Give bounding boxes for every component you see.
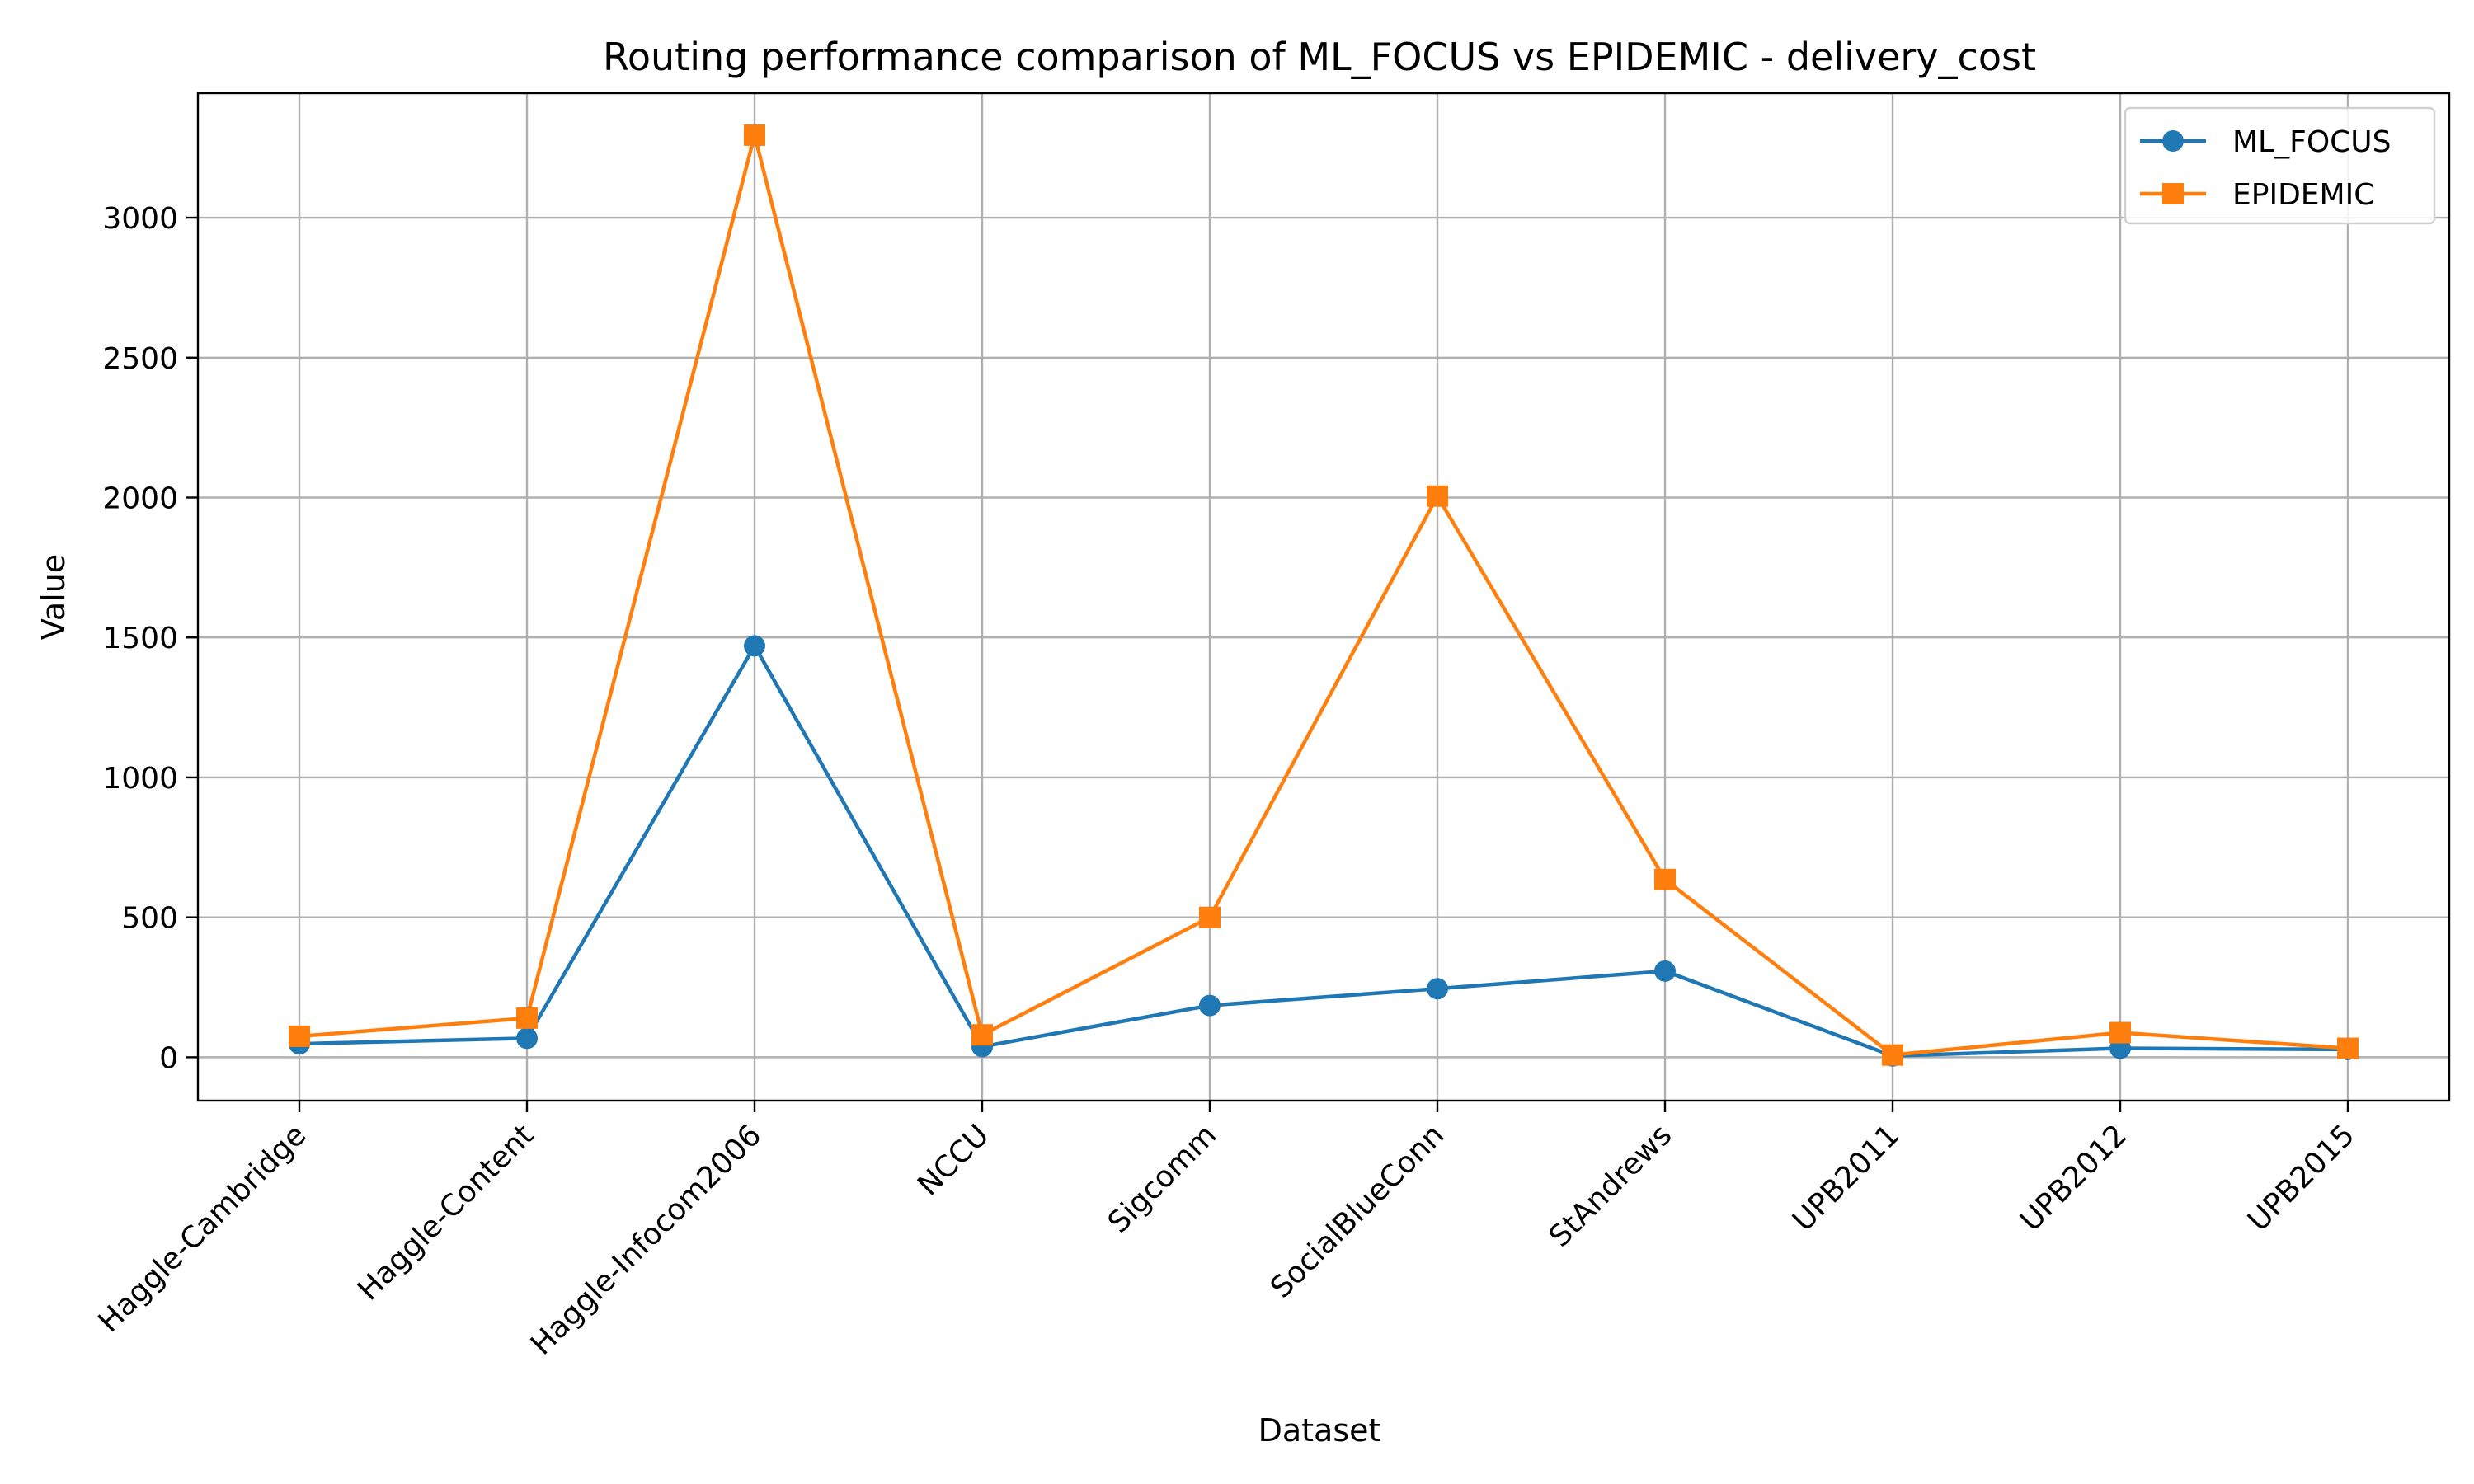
plot-frame [196,92,2451,1102]
data-point [1199,994,1221,1017]
data-point [744,124,765,146]
legend-marker [2162,130,2184,152]
axes [186,92,2451,1112]
plot-series [289,124,2359,1067]
legend: ML_FOCUS EPIDEMIC [2124,106,2436,225]
data-point [1882,1044,1903,1066]
y-tick-label: 1500 [102,622,178,655]
legend-label: ML_FOCUS [2232,125,2392,159]
data-point [2337,1037,2359,1059]
series-line [299,133,2349,1057]
data-point [1427,485,1448,507]
legend-label: EPIDEMIC [2232,178,2374,212]
y-tick-label: 500 [121,902,178,936]
y-tick-label: 0 [159,1041,178,1075]
data-point [1654,960,1676,982]
y-axis-label: Value [35,554,72,640]
legend-entry: ML_FOCUS [2140,125,2392,159]
y-tick-label: 2500 [102,342,178,376]
y-tick-label: 1000 [102,762,178,796]
data-point [971,1024,993,1046]
legend-marker [2162,183,2184,204]
y-tick-label: 3000 [102,202,178,236]
data-point [516,1007,538,1029]
y-tick-label: 2000 [102,481,178,515]
data-point [744,635,765,657]
data-point [2109,1021,2131,1044]
series-EPIDEMIC [289,124,2359,1066]
data-point [1427,978,1448,1000]
data-point [1199,906,1221,928]
data-point [289,1025,310,1047]
data-point [516,1027,538,1050]
grid [198,93,2449,1101]
chart-title: Routing performance comparison of ML_FOC… [603,35,2036,79]
legend-entry: EPIDEMIC [2140,178,2374,212]
series-line [299,644,2349,1058]
data-point [1654,868,1676,890]
x-axis-label: Dataset [1258,1412,1381,1449]
